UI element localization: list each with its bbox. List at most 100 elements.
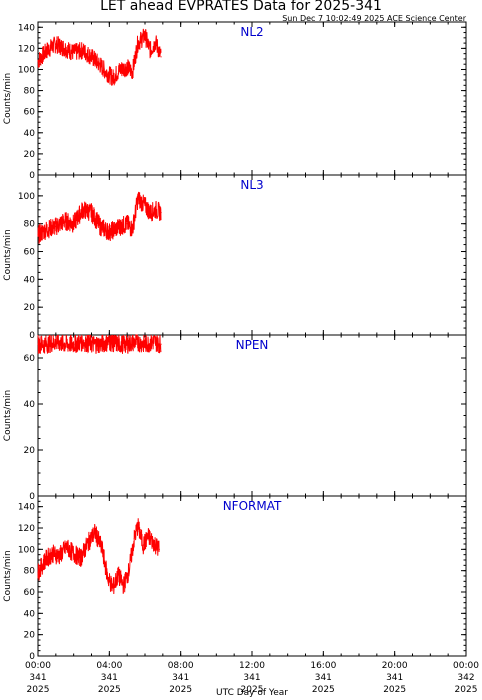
x-tick-label-time: 08:00 — [168, 661, 194, 671]
y-axis-title: Counts/min — [3, 73, 13, 124]
data-point — [81, 341, 84, 343]
data-point — [153, 341, 155, 343]
data-point — [117, 343, 119, 345]
x-tick-label-time: 20:00 — [382, 661, 408, 671]
data-point — [155, 41, 157, 43]
data-point — [149, 211, 151, 214]
panels: 0 20 40 60 80 100 120 140 Counts/min NL2 0 20 40 60 80… — [3, 21, 479, 695]
x-tick-label-year: 2025 — [455, 685, 478, 695]
data-point — [99, 343, 102, 345]
data-point — [119, 68, 121, 71]
y-tick-label: 140 — [18, 503, 35, 513]
data-point — [64, 220, 66, 222]
x-tick-label-year: 2025 — [383, 685, 406, 695]
data-point — [105, 70, 107, 73]
x-tick-label-year: 2025 — [27, 685, 50, 695]
y-tick-label: 0 — [29, 331, 35, 341]
y-tick-label: 100 — [18, 65, 35, 75]
x-tick-label-doy: 342 — [457, 673, 474, 683]
x-tick-label-doy: 341 — [386, 673, 403, 683]
data-point — [160, 56, 162, 58]
data-point — [37, 60, 39, 62]
data-point — [144, 35, 146, 37]
panel-label: NFORMAT — [223, 499, 282, 513]
data-point — [131, 70, 134, 73]
data-point — [58, 555, 61, 557]
series-line-npen — [37, 334, 162, 354]
y-axis-title: Counts/min — [3, 550, 13, 601]
panel-nformat: 0 20 40 60 80 100 120 140 Counts/min NFORMAT — [3, 495, 467, 662]
panel-nl2: 0 20 40 60 80 100 120 140 Counts/min NL2 — [3, 21, 467, 181]
data-point — [160, 211, 162, 214]
y-axis-title: Counts/min — [3, 229, 13, 280]
y-tick-label: 80 — [24, 567, 36, 577]
data-point — [90, 211, 93, 214]
data-point — [73, 52, 75, 54]
panel-label: NL2 — [240, 25, 263, 39]
data-point — [37, 234, 39, 236]
data-point — [90, 343, 93, 345]
y-axis-title: Counts/min — [3, 390, 13, 441]
data-point — [99, 64, 102, 66]
data-point — [160, 343, 162, 345]
x-tick-label-doy: 341 — [172, 673, 189, 683]
y-tick-label: 60 — [24, 588, 36, 598]
y-tick-label: 0 — [29, 652, 35, 662]
plot-frame — [37, 21, 467, 176]
chart-title: LET ahead EVPRATES Data for 2025-341 — [100, 0, 382, 14]
plot-frame — [37, 334, 467, 497]
y-tick-label: 40 — [24, 275, 36, 285]
x-tick-label-year: 2025 — [98, 685, 121, 695]
x-tick-label-doy: 341 — [243, 673, 260, 683]
y-tick-label: 60 — [24, 248, 36, 258]
data-point — [144, 205, 146, 207]
data-point — [153, 542, 155, 544]
y-tick-label: 20 — [24, 303, 36, 313]
y-tick-label: 80 — [24, 87, 36, 97]
data-point — [44, 559, 46, 561]
y-tick-label: 140 — [18, 23, 35, 33]
data-point — [135, 341, 137, 343]
data-point — [112, 587, 114, 589]
data-point — [114, 228, 116, 230]
data-point — [112, 77, 114, 79]
data-point — [73, 343, 75, 345]
data-point — [142, 544, 144, 546]
data-point — [64, 47, 66, 49]
y-tick-label: 60 — [24, 108, 36, 118]
x-tick-label-year: 2025 — [169, 685, 192, 695]
data-point — [108, 231, 110, 233]
y-tick-label: 60 — [24, 354, 36, 364]
y-tick-label: 100 — [18, 545, 35, 555]
y-tick-label: 0 — [29, 492, 35, 502]
data-point — [55, 341, 57, 343]
y-tick-label: 40 — [24, 609, 36, 619]
data-point — [94, 531, 96, 533]
data-point — [55, 43, 57, 45]
data-point — [155, 209, 157, 211]
x-tick-label-doy: 341 — [101, 673, 118, 683]
data-point — [37, 572, 39, 574]
data-point — [46, 49, 48, 52]
x-tick-label-year: 2025 — [241, 685, 264, 695]
data-point — [149, 49, 151, 52]
data-point — [137, 198, 139, 200]
panel-label: NL3 — [240, 178, 263, 192]
data-point — [73, 223, 75, 225]
y-tick-label: 100 — [18, 192, 35, 202]
y-tick-label: 20 — [24, 446, 36, 456]
series-line-nl3 — [37, 191, 162, 244]
y-tick-label: 20 — [24, 631, 36, 641]
data-point — [137, 42, 139, 44]
data-point — [73, 553, 75, 555]
data-point — [65, 546, 68, 548]
x-tick-label-time: 16:00 — [310, 661, 336, 671]
data-point — [51, 553, 53, 555]
panel-label: NPEN — [236, 338, 269, 352]
data-point — [131, 228, 134, 230]
series-line-nformat — [37, 518, 160, 595]
data-point — [117, 574, 119, 576]
plot-frame — [37, 495, 467, 657]
panel-nl3: 0 20 40 60 80 100 Counts/min NL3 — [3, 174, 467, 341]
data-point — [144, 343, 146, 345]
